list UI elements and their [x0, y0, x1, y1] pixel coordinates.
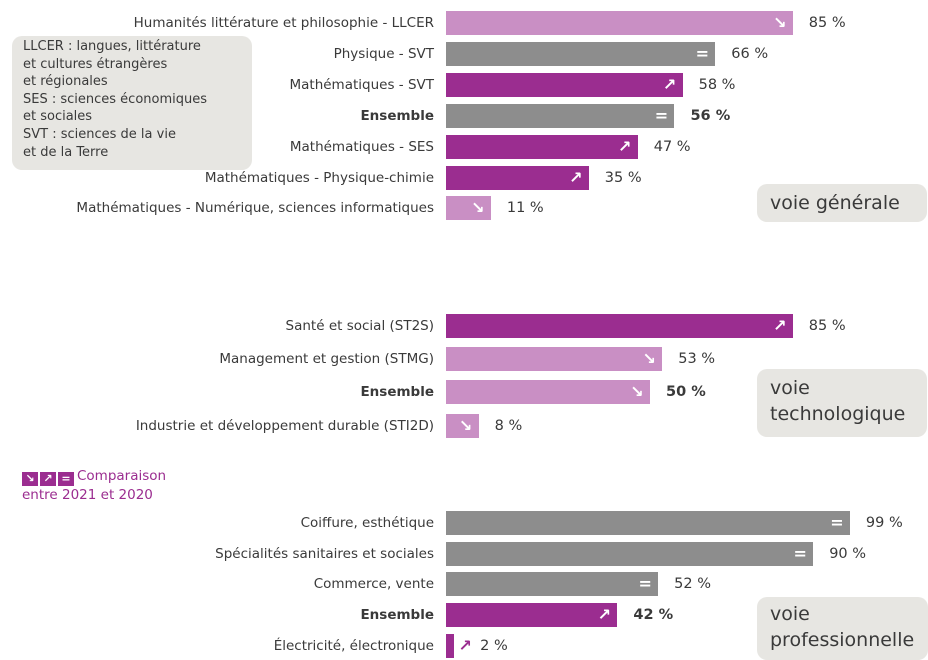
bar: ↘	[446, 11, 793, 35]
down-arrow-icon: ↘	[471, 198, 485, 218]
value-label: 85 %	[808, 15, 846, 31]
bar: ↘	[446, 380, 650, 405]
voie-label: voie générale	[757, 184, 927, 222]
equal-icon: =	[58, 472, 74, 486]
bar: ↗	[446, 603, 618, 628]
category-label: Physique - SVT	[333, 45, 434, 62]
bar: ↘	[446, 347, 663, 372]
bar: =	[446, 511, 850, 535]
category-label: Ensemble	[360, 107, 434, 124]
down-arrow-icon: ↘	[22, 472, 38, 486]
down-arrow-icon: ↘	[642, 349, 656, 369]
bar: =	[446, 103, 675, 128]
equal-icon: =	[638, 574, 652, 594]
legend-line: et sociales	[23, 109, 93, 125]
value-label: 58 %	[698, 76, 736, 93]
up-arrow-icon: ↗	[597, 605, 612, 625]
voie-label: voie technologique	[757, 369, 927, 437]
down-arrow-icon: ↘	[773, 13, 787, 32]
category-label: Ensemble	[360, 607, 434, 624]
equal-icon: =	[793, 543, 807, 563]
value-label: 99 %	[865, 515, 903, 531]
up-arrow-icon: ↗	[40, 472, 56, 486]
bar: ↗	[446, 72, 683, 97]
value-label: 2 %	[480, 637, 508, 654]
legend-line: SVT : sciences de la vie	[23, 126, 176, 142]
category-label: Ensemble	[360, 384, 434, 401]
legend-line: et régionales	[23, 74, 108, 90]
up-arrow-icon: ↗	[662, 74, 677, 94]
voie-label: voie professionnelle	[757, 597, 928, 660]
voie-label-line: technologique	[770, 403, 906, 425]
value-label: 85 %	[808, 318, 846, 334]
equal-icon: =	[654, 105, 669, 125]
bar: ↗	[446, 134, 638, 159]
bar: =	[446, 572, 659, 597]
category-label: Mathématiques - Physique-chimie	[204, 169, 434, 186]
value-label: 35 %	[604, 169, 642, 186]
comparison-legend: ↘ ↗ = Comparaison entre 2021 et 2020	[22, 467, 166, 504]
value-label: 53 %	[678, 351, 716, 368]
value-label: 90 %	[829, 545, 867, 562]
voie-label-line: voie	[770, 603, 810, 625]
value-label: 66 %	[731, 45, 769, 62]
legend-line: LLCER : langues, littérature	[23, 39, 201, 54]
bar: =	[446, 541, 814, 566]
category-label: Mathématiques - Numérique, sciences info…	[76, 200, 434, 217]
comparison-legend-title: Comparaison	[77, 468, 167, 484]
up-arrow-icon: ↗	[618, 136, 632, 156]
down-arrow-icon: ↘	[458, 415, 473, 435]
bar: ↗	[446, 633, 472, 658]
bar: ↗	[446, 314, 793, 338]
down-arrow-icon: ↘	[630, 382, 644, 402]
bar: ↗	[446, 165, 589, 190]
value-label: 47 %	[653, 138, 691, 155]
legend-line: et cultures étrangères	[23, 56, 168, 72]
bar: ↘	[446, 196, 491, 221]
category-label: Humanités littérature et philosophie - L…	[133, 15, 434, 31]
category-label: Santé et social (ST2S)	[285, 318, 434, 334]
voie-label-line: professionnelle	[770, 629, 915, 651]
value-label: 50 %	[666, 384, 706, 401]
category-label: Mathématiques - SES	[289, 138, 434, 155]
category-label: Commerce, vente	[313, 576, 434, 593]
category-label: Électricité, électronique	[273, 637, 434, 654]
value-label: 8 %	[494, 417, 523, 434]
voie-label-line: voie	[770, 377, 810, 399]
voie-label-line: voie générale	[770, 192, 900, 214]
value-label: 11 %	[506, 200, 544, 217]
abbreviation-legend: LLCER : langues, littérature et cultures…	[12, 36, 252, 170]
category-label: Management et gestion (STMG)	[219, 351, 434, 368]
value-label: 56 %	[690, 107, 731, 124]
bar: ↘	[446, 413, 479, 438]
value-label: 52 %	[674, 576, 711, 593]
category-label: Mathématiques - SVT	[289, 76, 434, 93]
up-arrow-icon: ↗	[569, 167, 583, 187]
up-arrow-icon: ↗	[773, 316, 787, 335]
equal-icon: =	[830, 513, 844, 532]
value-label: 42 %	[633, 607, 674, 624]
equal-icon: =	[695, 43, 709, 63]
category-label: Spécialités sanitaires et sociales	[215, 545, 434, 562]
legend-line: et de la Terre	[23, 144, 109, 160]
comparison-legend-subtitle: entre 2021 et 2020	[22, 487, 153, 503]
legend-line: SES : sciences économiques	[23, 91, 208, 107]
bar: =	[446, 41, 716, 66]
category-label: Industrie et développement durable (STI2…	[135, 417, 434, 434]
category-label: Coiffure, esthétique	[300, 515, 434, 531]
up-arrow-icon: ↗	[458, 635, 472, 655]
